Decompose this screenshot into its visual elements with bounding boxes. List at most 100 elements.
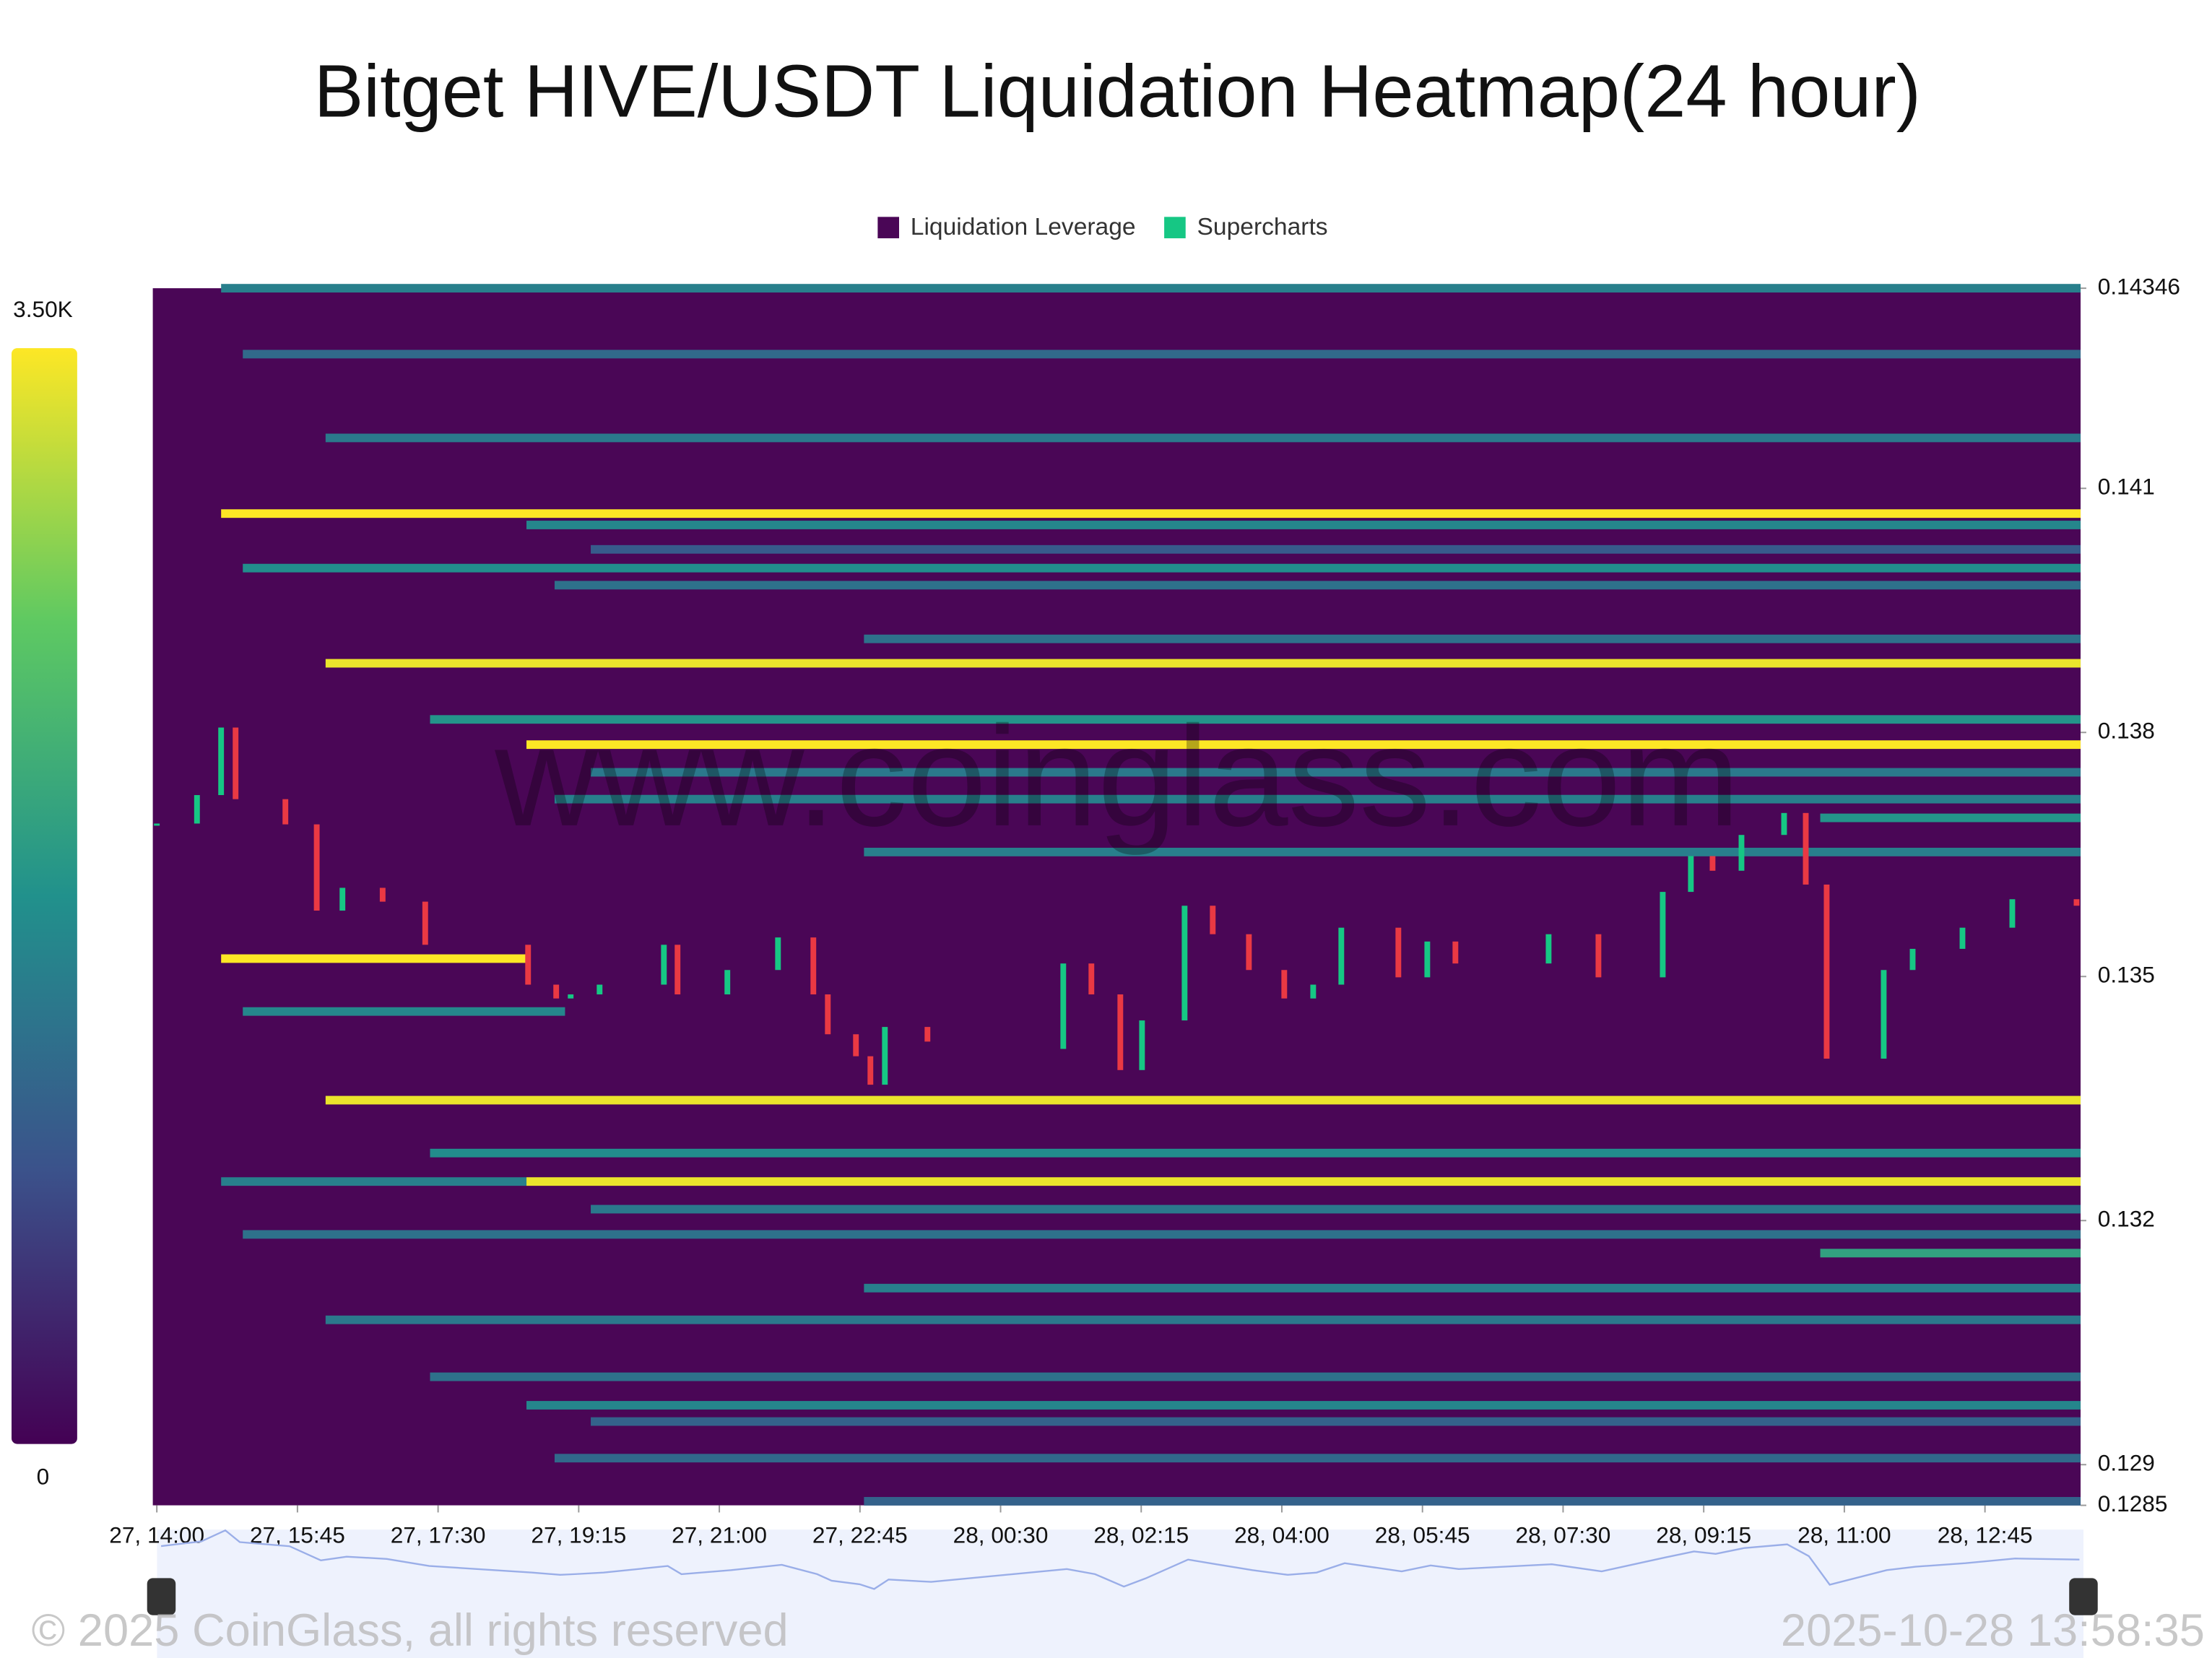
legend-label[interactable]: Liquidation Leverage [911,214,1136,240]
candle [1452,941,1459,964]
candle [810,937,817,995]
candle [1395,927,1402,978]
candle [1139,1020,1145,1070]
candle [218,727,225,796]
heat-band [554,581,2081,590]
candle [1660,892,1666,978]
y-tick-label: 0.141 [2098,474,2155,500]
candle [525,945,532,985]
heat-band [243,1230,2081,1239]
candle [1738,835,1745,871]
candle [1709,856,1716,871]
heat-band [591,1205,2081,1214]
x-tick-label: 28, 12:45 [1938,1522,2033,1548]
x-tick-label: 28, 04:00 [1234,1522,1330,1548]
copyright: © 2025 CoinGlass, all rights reserved [32,1605,789,1656]
candle [1688,856,1694,893]
heat-band [526,740,2081,750]
legend-swatch[interactable] [1164,217,1186,238]
candle [1060,963,1067,1049]
candle [1803,812,1809,885]
x-tick-label: 27, 17:30 [391,1522,486,1548]
y-tick-label: 0.138 [2098,718,2155,744]
candle [1281,970,1288,999]
chart-title: Bitget HIVE/USDT Liquidation Heatmap(24 … [314,50,1921,133]
heat-band [243,563,2081,573]
heat-band [591,1417,2081,1426]
candle [2073,899,2080,906]
heat-band [221,509,2081,518]
heat-band [221,954,527,963]
candle [1310,984,1317,999]
candle [867,1056,874,1085]
colorbar-label: 0 [37,1463,50,1489]
candle [1823,884,1830,1059]
heat-band [430,1148,2081,1158]
heat-band [591,544,2081,554]
colorbar-label: 3.50K [13,296,73,322]
candle [422,901,428,945]
x-tick-label: 28, 11:00 [1797,1522,1891,1548]
candle [194,795,200,824]
candle [1424,941,1431,978]
candle [1781,812,1787,835]
heat-band [591,768,2081,777]
candle [1595,934,1602,978]
heat-band [325,1315,2081,1324]
candle [853,1034,859,1056]
heat-band [526,1401,2081,1410]
candle [675,945,681,995]
candle [313,824,320,911]
x-tick-label: 28, 09:15 [1656,1522,1751,1548]
candle [379,887,386,902]
heat-band [554,794,2081,804]
navigator [157,1529,2083,1658]
heat-band [864,847,2081,856]
colorbar [11,348,77,1444]
candle [1117,994,1124,1070]
y-tick-label: 0.129 [2098,1450,2155,1476]
x-tick-label: 28, 02:15 [1093,1522,1189,1548]
x-tick-label: 27, 21:00 [672,1522,767,1548]
candle [724,970,731,995]
candle [1545,934,1552,964]
candle [1338,927,1345,985]
candle [597,984,603,995]
candle [154,823,160,826]
navigator-handle[interactable] [147,1578,176,1615]
candle [882,1027,888,1085]
candle [568,994,574,999]
candle [1881,970,1887,1059]
heat-band [864,1283,2081,1293]
watermark: www.coinglass.com [494,696,1740,856]
candle [1909,948,1916,971]
y-tick-label: 0.132 [2098,1206,2155,1232]
candle [282,799,289,825]
y-tick-label: 0.14346 [2098,273,2180,299]
legend-label[interactable]: Supercharts [1197,214,1328,240]
heat-band [1820,813,2081,823]
heat-band [430,715,2081,724]
navigator-handle[interactable] [2069,1578,2098,1615]
heat-band [1820,1249,2081,1258]
legend-swatch[interactable] [877,217,899,238]
heat-band [243,1007,565,1016]
heat-band [430,1372,2081,1381]
candle [1210,906,1216,934]
candle [233,727,239,799]
candle [553,984,560,999]
x-tick-label: 28, 00:30 [953,1522,1049,1548]
heat-band [526,521,2081,529]
x-tick-label: 28, 05:45 [1375,1522,1470,1548]
candle [1959,927,1966,949]
candle [924,1027,931,1042]
x-tick-label: 27, 22:45 [812,1522,908,1548]
candle [2009,899,2016,928]
candle [339,887,346,911]
timestamp: 2025-10-28 13:58:35 [1781,1605,2205,1656]
x-tick-label: 27, 19:15 [531,1522,626,1548]
x-tick-label: 27, 14:00 [109,1522,204,1548]
candle [1088,963,1095,995]
heat-band [243,350,2081,359]
